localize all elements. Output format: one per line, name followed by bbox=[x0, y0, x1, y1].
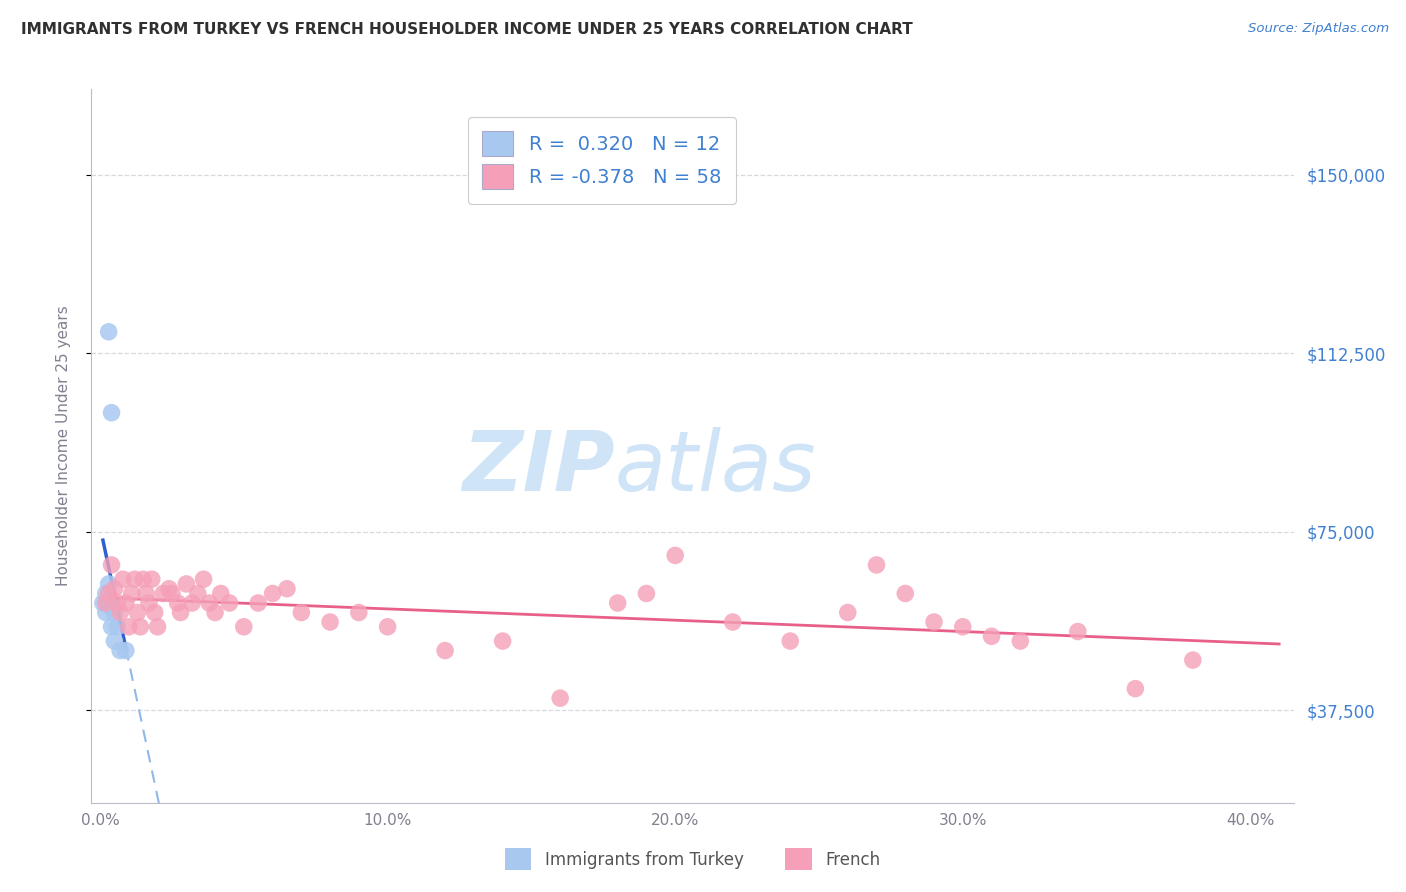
Point bbox=[181, 596, 204, 610]
Point bbox=[97, 596, 120, 610]
Point bbox=[193, 572, 215, 586]
Point bbox=[146, 620, 169, 634]
Point bbox=[105, 596, 128, 610]
Point bbox=[121, 586, 143, 600]
Point bbox=[1181, 653, 1204, 667]
Point bbox=[129, 620, 152, 634]
Point bbox=[980, 629, 1002, 643]
Point bbox=[97, 577, 120, 591]
Point bbox=[97, 586, 120, 600]
Point bbox=[138, 596, 160, 610]
Point bbox=[100, 406, 122, 420]
Point bbox=[143, 606, 166, 620]
Legend: Immigrants from Turkey, French: Immigrants from Turkey, French bbox=[498, 842, 887, 877]
Point bbox=[347, 606, 370, 620]
Point bbox=[606, 596, 628, 610]
Point bbox=[127, 606, 149, 620]
Point bbox=[434, 643, 457, 657]
Point bbox=[124, 572, 146, 586]
Point bbox=[115, 643, 138, 657]
Point bbox=[262, 586, 284, 600]
Point bbox=[103, 634, 125, 648]
Point bbox=[157, 582, 180, 596]
Point bbox=[721, 615, 744, 629]
Point bbox=[894, 586, 917, 600]
Point bbox=[247, 596, 270, 610]
Point bbox=[377, 620, 399, 634]
Point bbox=[105, 620, 128, 634]
Point bbox=[209, 586, 232, 600]
Point bbox=[218, 596, 240, 610]
Point bbox=[922, 615, 945, 629]
Point bbox=[174, 577, 197, 591]
Point bbox=[111, 572, 135, 586]
Text: IMMIGRANTS FROM TURKEY VS FRENCH HOUSEHOLDER INCOME UNDER 25 YEARS CORRELATION C: IMMIGRANTS FROM TURKEY VS FRENCH HOUSEHO… bbox=[21, 22, 912, 37]
Point bbox=[108, 606, 131, 620]
Point bbox=[837, 606, 859, 620]
Point bbox=[115, 596, 138, 610]
Point bbox=[187, 586, 209, 600]
Point bbox=[97, 325, 120, 339]
Point bbox=[492, 634, 515, 648]
Point bbox=[198, 596, 221, 610]
Point bbox=[548, 691, 571, 706]
Point bbox=[100, 600, 122, 615]
Point bbox=[94, 596, 117, 610]
Point bbox=[141, 572, 163, 586]
Point bbox=[664, 549, 686, 563]
Point bbox=[100, 558, 122, 572]
Point bbox=[166, 596, 188, 610]
Point bbox=[132, 572, 155, 586]
Y-axis label: Householder Income Under 25 years: Householder Income Under 25 years bbox=[56, 306, 70, 586]
Point bbox=[276, 582, 298, 596]
Point bbox=[94, 586, 117, 600]
Point bbox=[94, 606, 117, 620]
Point bbox=[160, 586, 183, 600]
Text: ZIP: ZIP bbox=[461, 427, 614, 508]
Point bbox=[319, 615, 342, 629]
Point bbox=[100, 620, 122, 634]
Point bbox=[108, 643, 131, 657]
Point bbox=[865, 558, 887, 572]
Point bbox=[118, 620, 141, 634]
Point bbox=[779, 634, 801, 648]
Point bbox=[169, 606, 191, 620]
Point bbox=[232, 620, 254, 634]
Text: Source: ZipAtlas.com: Source: ZipAtlas.com bbox=[1249, 22, 1389, 36]
Point bbox=[636, 586, 658, 600]
Point bbox=[1125, 681, 1147, 696]
Point bbox=[103, 606, 125, 620]
Point bbox=[952, 620, 974, 634]
Point bbox=[290, 606, 312, 620]
Point bbox=[103, 582, 125, 596]
Point bbox=[204, 606, 226, 620]
Text: atlas: atlas bbox=[614, 427, 815, 508]
Point bbox=[1010, 634, 1032, 648]
Point bbox=[91, 596, 114, 610]
Point bbox=[152, 586, 174, 600]
Point bbox=[1067, 624, 1090, 639]
Point bbox=[135, 586, 157, 600]
